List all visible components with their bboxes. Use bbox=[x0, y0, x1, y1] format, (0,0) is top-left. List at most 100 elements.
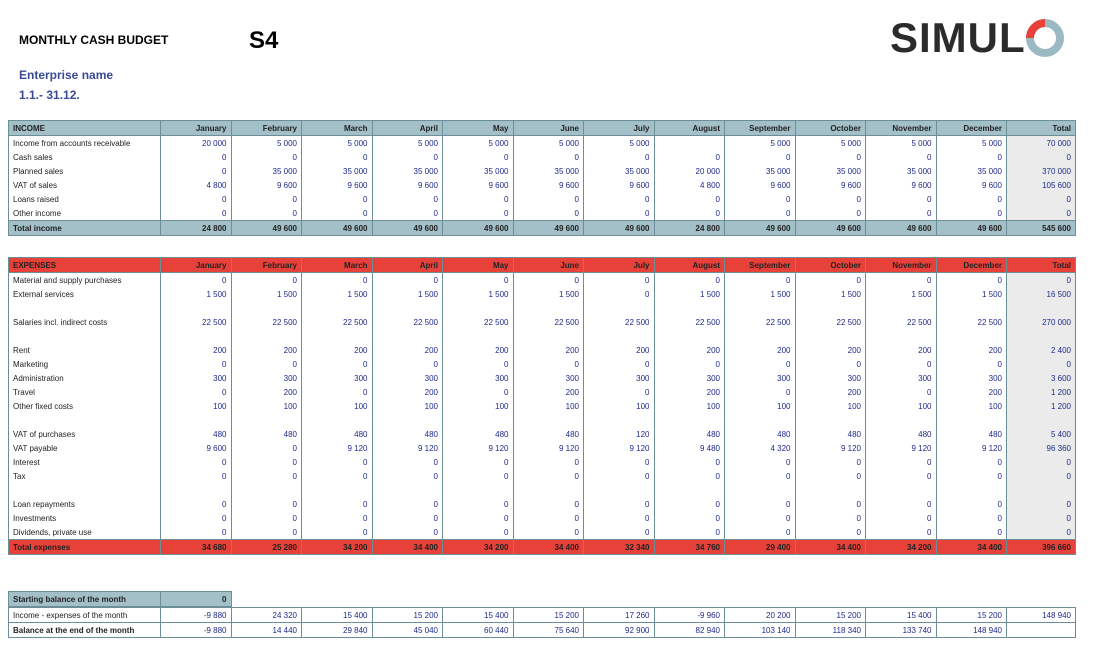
cell: 480 bbox=[301, 427, 372, 441]
row-label: Interest bbox=[8, 455, 161, 469]
cell: 0 bbox=[583, 525, 654, 540]
cell: 0 bbox=[442, 272, 513, 287]
row-label: Total income bbox=[8, 220, 161, 236]
cell: 9 120 bbox=[865, 441, 936, 455]
cell: 0 bbox=[653, 455, 725, 469]
cell: 5 000 bbox=[724, 135, 795, 150]
cell bbox=[583, 329, 654, 343]
cell: 0 bbox=[512, 150, 584, 164]
header-cell: Total bbox=[1006, 257, 1076, 273]
cell: 16 500 bbox=[1006, 287, 1076, 301]
cell: 0 bbox=[301, 385, 372, 399]
header-cell: January bbox=[160, 257, 232, 273]
cell: 0 bbox=[230, 192, 302, 206]
cell bbox=[1006, 483, 1076, 497]
enterprise: Enterprise name bbox=[19, 68, 114, 82]
cell: 5 000 bbox=[935, 135, 1007, 150]
cell: 100 bbox=[653, 399, 725, 413]
cell bbox=[935, 413, 1007, 427]
cell: 0 bbox=[230, 455, 302, 469]
cell bbox=[865, 329, 936, 343]
cell: 148 940 bbox=[935, 622, 1007, 638]
header-cell: April bbox=[371, 120, 443, 136]
cell: 4 800 bbox=[653, 178, 725, 192]
cell: 15 400 bbox=[865, 607, 936, 623]
row-label: Tax bbox=[8, 469, 161, 483]
row: Planned sales 0 35 000 35 000 35 000 35 000 35… bbox=[8, 164, 1076, 178]
cell: 5 000 bbox=[371, 135, 443, 150]
cell bbox=[724, 301, 795, 315]
header-cell: April bbox=[371, 257, 443, 273]
cell: -9 880 bbox=[160, 622, 231, 638]
cell: 82 940 bbox=[653, 622, 725, 638]
cell bbox=[584, 592, 655, 607]
cell: 5 000 bbox=[512, 135, 584, 150]
cell: 34 400 bbox=[794, 539, 866, 555]
cell: 0 bbox=[724, 525, 795, 540]
header-cell: August bbox=[653, 120, 725, 136]
cell: 34 680 bbox=[160, 539, 232, 555]
cell: 32 340 bbox=[583, 539, 655, 555]
cell: 0 bbox=[1006, 206, 1076, 221]
cell: 0 bbox=[1006, 192, 1076, 206]
row-label: VAT payable bbox=[8, 441, 161, 455]
row bbox=[8, 483, 1076, 497]
cell bbox=[654, 592, 725, 607]
cell: 75 640 bbox=[512, 622, 584, 638]
cell: 0 bbox=[935, 206, 1007, 221]
cell: 0 bbox=[301, 192, 372, 206]
cell: 100 bbox=[512, 399, 584, 413]
cell: 300 bbox=[583, 371, 654, 385]
cell: 22 500 bbox=[442, 315, 513, 329]
cell: 9 120 bbox=[512, 441, 584, 455]
cell: 0 bbox=[371, 469, 443, 483]
cell: 0 bbox=[583, 469, 654, 483]
row: Administration 300 300 300 300 300 300 300 300 30… bbox=[8, 371, 1076, 385]
header-cell: May bbox=[442, 257, 514, 273]
cell: 0 bbox=[512, 497, 584, 511]
cell: 100 bbox=[865, 399, 936, 413]
cell: 0 bbox=[935, 272, 1007, 287]
cell: 49 600 bbox=[583, 220, 655, 236]
row: VAT of sales 4 800 9 600 9 600 9 600 9 600 9 6… bbox=[8, 178, 1076, 192]
cell bbox=[160, 483, 231, 497]
cell: 5 400 bbox=[1006, 427, 1076, 441]
header-cell: March bbox=[301, 257, 373, 273]
cell bbox=[1006, 622, 1076, 638]
cell: 300 bbox=[865, 371, 936, 385]
cell bbox=[442, 413, 513, 427]
cell bbox=[935, 301, 1007, 315]
starting-row: Starting balance of the month 0 bbox=[8, 591, 1076, 607]
cell: 100 bbox=[583, 399, 654, 413]
cell: 300 bbox=[512, 371, 584, 385]
cell: 9 600 bbox=[583, 178, 654, 192]
cell: 0 bbox=[1006, 150, 1076, 164]
cell: 22 500 bbox=[371, 315, 443, 329]
cell: 0 bbox=[371, 511, 443, 525]
cell: 15 200 bbox=[935, 607, 1007, 623]
header-cell: August bbox=[653, 257, 725, 273]
cell: 20 200 bbox=[724, 607, 795, 623]
row-label: Salaries incl. indirect costs bbox=[8, 315, 161, 329]
cell bbox=[371, 301, 443, 315]
cell bbox=[160, 413, 231, 427]
cell: 0 bbox=[230, 497, 302, 511]
header-cell: December bbox=[935, 257, 1007, 273]
cell: 300 bbox=[230, 371, 302, 385]
cell: 9 120 bbox=[794, 441, 866, 455]
cell: 0 bbox=[442, 469, 513, 483]
cell: 96 360 bbox=[1006, 441, 1076, 455]
header-row: INCOME January February March April May June Ju… bbox=[8, 120, 1076, 136]
cell: 200 bbox=[724, 343, 795, 357]
header-cell: EXPENSES bbox=[8, 257, 161, 273]
cell bbox=[1006, 301, 1076, 315]
cell: 0 bbox=[230, 206, 302, 221]
header-cell: June bbox=[512, 257, 584, 273]
cell: 0 bbox=[1006, 357, 1076, 371]
cell: 0 bbox=[935, 455, 1007, 469]
row: Other fixed costs 100 100 100 100 100 100 100 10… bbox=[8, 399, 1076, 413]
cell: 0 bbox=[935, 357, 1007, 371]
cell: 5 000 bbox=[583, 135, 654, 150]
header-cell: March bbox=[301, 120, 373, 136]
cell: 0 bbox=[160, 385, 231, 399]
